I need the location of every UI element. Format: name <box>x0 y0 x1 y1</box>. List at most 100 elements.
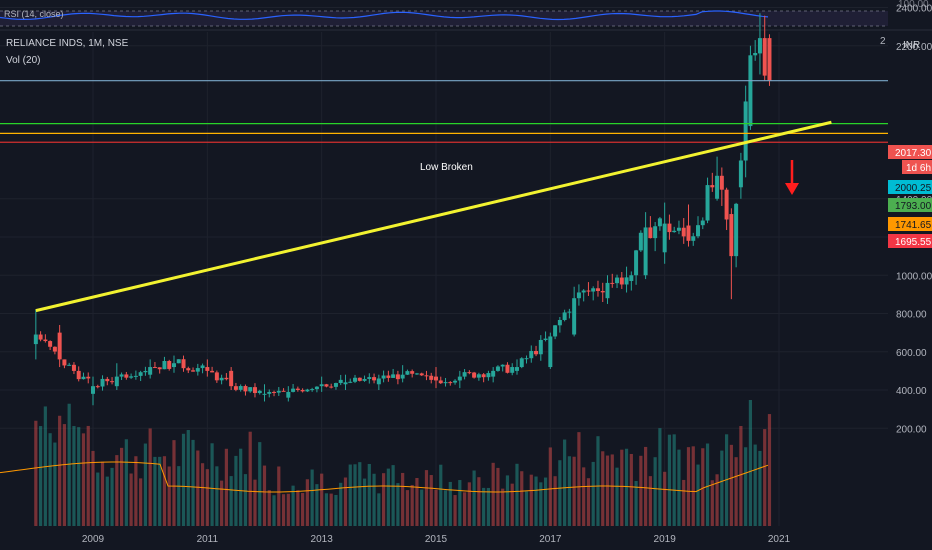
volume-bar <box>529 474 533 526</box>
rsi-indicator-label[interactable]: RSI (14, close) <box>4 9 64 19</box>
volume-bar <box>62 424 67 526</box>
candle <box>719 167 724 206</box>
volume-bar <box>629 453 633 526</box>
candle-body <box>715 175 720 199</box>
candle <box>572 286 577 337</box>
candle <box>181 355 186 372</box>
price-label-bg <box>888 180 932 194</box>
x-tick-label: 2021 <box>768 534 791 545</box>
candle-body <box>233 386 238 390</box>
candle <box>553 325 558 340</box>
candle-body <box>572 298 577 335</box>
volume-bar <box>448 481 452 526</box>
candle-body <box>348 381 353 383</box>
volume-bar <box>429 475 433 526</box>
candle-body <box>662 223 667 253</box>
candle <box>624 266 629 293</box>
candle-body <box>419 373 424 376</box>
candle <box>162 356 167 370</box>
volume-bar <box>329 493 333 526</box>
candle-body <box>667 223 672 233</box>
candle <box>710 172 715 192</box>
volume-bar <box>34 420 38 526</box>
candle <box>386 370 391 382</box>
candle <box>191 367 196 372</box>
trendline <box>35 120 832 313</box>
volume-bar <box>72 426 76 526</box>
volume-bar <box>615 467 619 526</box>
candle <box>696 216 701 239</box>
low-broken-annotation: Low Broken <box>420 162 473 173</box>
candle <box>272 390 277 397</box>
candle <box>486 370 491 381</box>
candle <box>305 388 310 393</box>
volume-bar <box>243 474 248 526</box>
candle <box>700 217 705 230</box>
volume-bar <box>91 450 95 526</box>
rsi-pane <box>0 0 932 28</box>
candle <box>686 204 691 247</box>
candle <box>267 389 272 398</box>
volume-indicator-label[interactable]: Vol (20) <box>6 55 41 66</box>
candle <box>524 355 529 364</box>
volume-bar <box>143 443 148 526</box>
candle <box>472 371 477 379</box>
volume-bar <box>553 476 557 526</box>
candle-body <box>129 376 134 378</box>
volume-bar <box>496 467 500 526</box>
candle <box>248 387 253 393</box>
candle-body <box>691 236 696 241</box>
candle-body <box>734 203 739 257</box>
volume-bar <box>310 469 314 526</box>
volume-bar <box>739 426 743 526</box>
volume-bar <box>38 426 43 526</box>
candle-body <box>524 358 529 360</box>
candle-body <box>357 377 362 381</box>
candle-body <box>67 364 72 366</box>
x-tick-label: 2019 <box>654 534 677 545</box>
candle-body <box>62 359 67 366</box>
price-label-0: 2017.30 1d 6h <box>888 145 932 174</box>
volume-bar <box>362 478 367 526</box>
candle-body <box>648 227 653 239</box>
candle-body <box>615 277 620 284</box>
volume-bar <box>558 460 562 526</box>
volume-bar <box>158 456 162 526</box>
candle <box>252 383 257 398</box>
candle-body <box>48 341 53 347</box>
candle-body <box>319 384 324 387</box>
volume-bar <box>53 442 57 526</box>
volume-bar <box>224 448 228 526</box>
volume-bar <box>100 461 105 526</box>
volume-bar <box>324 493 329 526</box>
candle-body <box>548 336 553 368</box>
candle <box>538 335 543 361</box>
candle-body <box>338 379 343 384</box>
candle <box>738 152 743 199</box>
candle-body <box>657 218 662 227</box>
candle <box>419 372 424 376</box>
volume-bar <box>272 495 276 526</box>
volume-bar <box>729 444 733 526</box>
candle-body <box>143 370 148 373</box>
candle <box>91 376 95 406</box>
candle <box>672 226 677 233</box>
candle <box>691 232 696 246</box>
volume-bar <box>86 425 90 526</box>
candle-body <box>448 382 453 384</box>
candle <box>200 363 205 374</box>
candle <box>62 359 67 369</box>
candle-body <box>605 282 610 299</box>
volume-bar <box>462 492 467 526</box>
candle-body <box>100 378 105 387</box>
candle-body <box>219 377 224 381</box>
symbol-title[interactable]: RELIANCE INDS, 1M, NSE <box>6 38 129 49</box>
volume-bar <box>767 414 772 526</box>
volume-bar <box>291 485 295 526</box>
candle <box>505 362 510 374</box>
candle <box>476 372 481 381</box>
volume-bar <box>472 470 476 526</box>
y-tick-label: 200.00 <box>896 424 927 435</box>
